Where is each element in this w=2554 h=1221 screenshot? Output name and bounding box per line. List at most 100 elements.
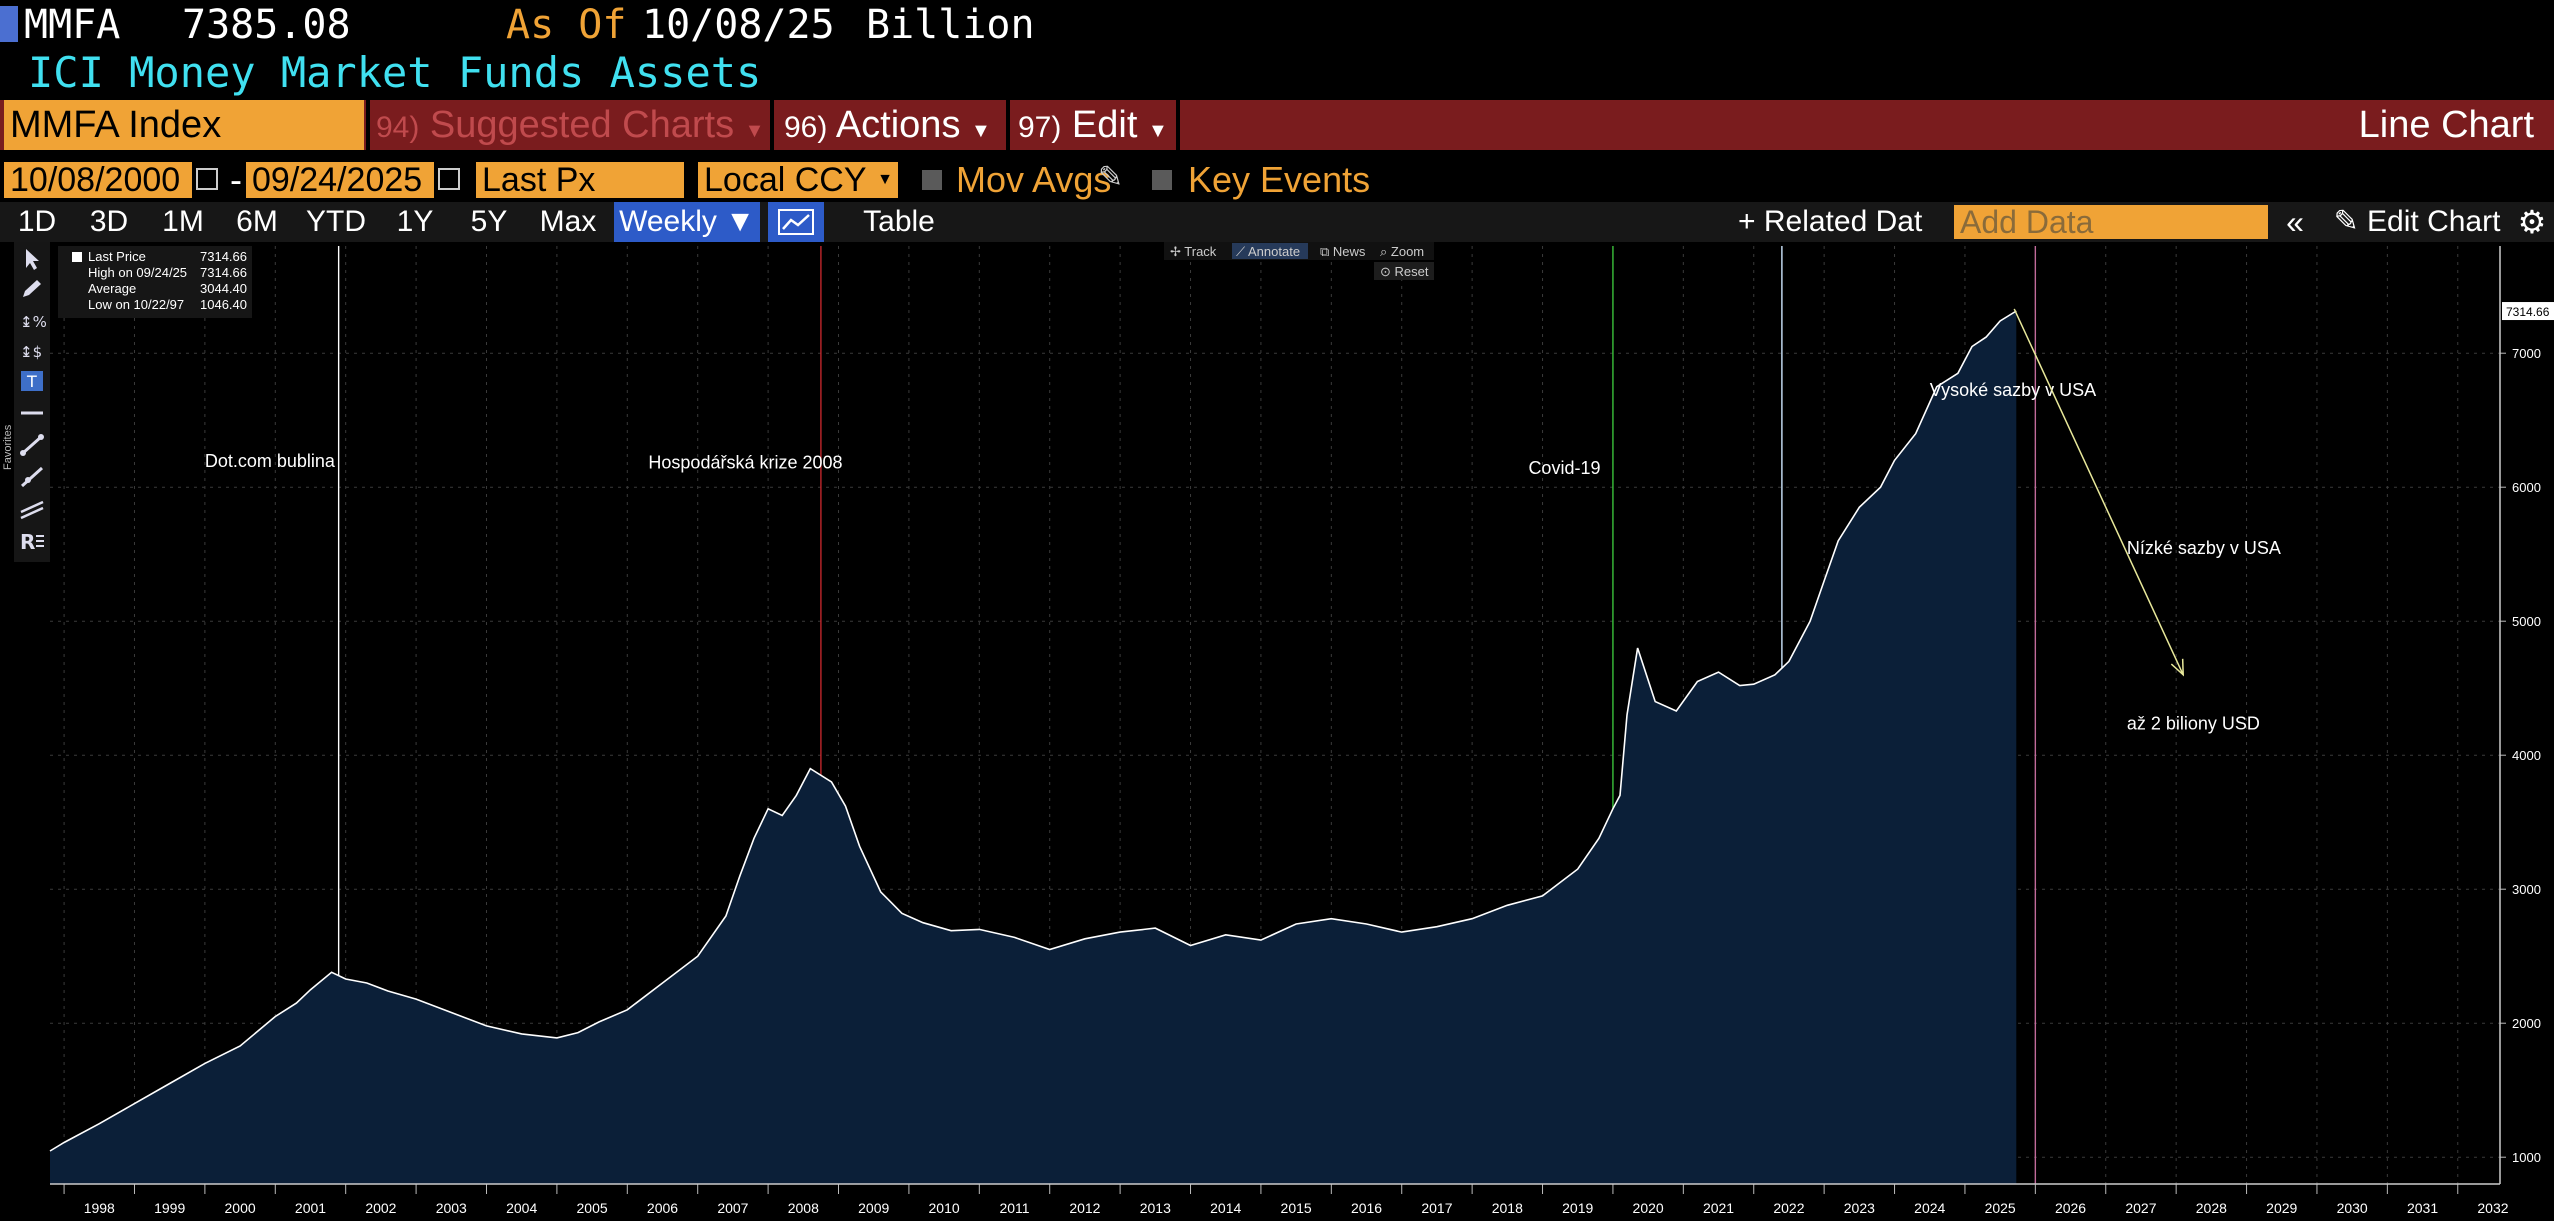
legend-label-last: Last Price bbox=[88, 249, 146, 264]
legend-value-average: 3044.40 bbox=[200, 281, 247, 296]
dollar-measure-icon[interactable]: ↨$ bbox=[18, 338, 46, 364]
period-6m[interactable]: 6M bbox=[236, 205, 278, 238]
y-tick-label: 4000 bbox=[2512, 748, 2541, 763]
period-3d[interactable]: 3D bbox=[89, 205, 129, 238]
x-tick-label: 2016 bbox=[1351, 1200, 1382, 1216]
pencil-icon[interactable] bbox=[18, 276, 46, 302]
security-header: MMFA 7385.08 As Of 10/08/25 Billion bbox=[0, 0, 2554, 50]
legend-label-average: Average bbox=[88, 281, 136, 296]
svg-text:↨%: ↨% bbox=[20, 313, 46, 331]
table-button[interactable]: Table bbox=[863, 205, 935, 238]
unit-label: Billion bbox=[866, 2, 1035, 48]
security-field[interactable]: MMFA Index bbox=[4, 100, 364, 150]
zoom-control[interactable]: ⌕ Zoom bbox=[1380, 244, 1424, 259]
x-tick-label: 2029 bbox=[2266, 1200, 2297, 1216]
ray-icon[interactable] bbox=[18, 464, 46, 490]
mov-avgs-label: Mov Avgs bbox=[956, 159, 1112, 200]
actions-menu[interactable]: 96) Actions ▼ bbox=[784, 104, 991, 146]
x-tick-label: 2008 bbox=[788, 1200, 819, 1216]
mov-avgs-checkbox[interactable] bbox=[922, 170, 942, 190]
x-tick-label: 2019 bbox=[1562, 1200, 1593, 1216]
end-date-field[interactable]: 09/24/2025 bbox=[246, 162, 434, 198]
gear-icon[interactable]: ⚙ bbox=[2517, 204, 2547, 240]
x-tick-label: 2000 bbox=[225, 1200, 256, 1216]
period-1y[interactable]: 1Y bbox=[396, 205, 434, 238]
chart-type-label[interactable]: Line Chart bbox=[2358, 104, 2534, 146]
legend-label-low: Low on 10/22/97 bbox=[88, 297, 184, 312]
svg-text:↨$: ↨$ bbox=[20, 343, 42, 361]
y-tick-label: 5000 bbox=[2512, 614, 2541, 629]
chart-style-button[interactable] bbox=[768, 202, 824, 242]
chevron-down-icon[interactable]: ▼ bbox=[872, 162, 898, 198]
area-fill bbox=[50, 311, 2017, 1184]
y-tick-label: 3000 bbox=[2512, 882, 2541, 897]
suggested-charts-menu[interactable]: 94) Suggested Charts ▼ bbox=[376, 104, 765, 146]
x-tick-label: 2024 bbox=[1914, 1200, 1945, 1216]
security-title: ICI Money Market Funds Assets bbox=[28, 48, 762, 97]
period-1d[interactable]: 1D bbox=[17, 205, 57, 238]
field-select[interactable]: Last Px bbox=[476, 162, 684, 198]
key-events-checkbox[interactable] bbox=[1152, 170, 1172, 190]
x-tick-label: 2020 bbox=[1633, 1200, 1664, 1216]
text-note-icon[interactable]: T bbox=[18, 368, 46, 394]
as-of-label: As Of bbox=[506, 2, 627, 48]
related-data-button[interactable]: + Related Dat bbox=[1738, 205, 1923, 238]
main-toolbar: MMFA Index 94) Suggested Charts ▼ 96) Ac… bbox=[0, 100, 2554, 150]
period-5y[interactable]: 5Y bbox=[470, 205, 508, 238]
favorites-tab[interactable]: Favorites bbox=[0, 360, 14, 480]
edit-menu[interactable]: 97) Edit ▼ bbox=[1018, 104, 1168, 146]
legend-value-high: 7314.66 bbox=[200, 265, 247, 280]
frequency-select[interactable]: Weekly ▼ bbox=[614, 202, 760, 242]
annotation-text: Vysoké sazby v USA bbox=[1930, 380, 2096, 400]
annotation-text: až 2 biliony USD bbox=[2127, 714, 2260, 734]
date-separator: - bbox=[230, 159, 242, 200]
x-tick-label: 2025 bbox=[1985, 1200, 2016, 1216]
chevron-down-icon: ▼ bbox=[971, 120, 991, 142]
line-chart-icon bbox=[778, 209, 814, 235]
x-tick-label: 2001 bbox=[295, 1200, 326, 1216]
svg-text:R: R bbox=[20, 530, 35, 554]
collapse-icon[interactable]: « bbox=[2286, 204, 2304, 240]
svg-text:Favorites: Favorites bbox=[2, 424, 14, 470]
annotation-text: Nízké sazby v USA bbox=[2127, 538, 2281, 558]
cursor-icon[interactable] bbox=[18, 246, 46, 272]
period-ytd[interactable]: YTD bbox=[306, 205, 366, 238]
x-tick-label: 2027 bbox=[2125, 1200, 2156, 1216]
last-value: 7385.08 bbox=[182, 2, 351, 48]
start-date-field[interactable]: 10/08/2000 bbox=[4, 162, 192, 198]
horizontal-line-icon[interactable] bbox=[18, 400, 46, 426]
y-tick-label: 6000 bbox=[2512, 480, 2541, 495]
forecast-arrow bbox=[2013, 308, 2184, 676]
x-tick-label: 2013 bbox=[1140, 1200, 1171, 1216]
percent-measure-icon[interactable]: ↨% bbox=[18, 308, 46, 334]
annotation-text: Dot.com bublina bbox=[205, 451, 336, 471]
calendar-icon[interactable] bbox=[196, 168, 218, 190]
last-value-label: 7314.66 bbox=[2506, 305, 2550, 319]
calendar-icon[interactable] bbox=[438, 168, 460, 190]
add-data-input[interactable]: Add Data bbox=[1954, 205, 2268, 239]
channel-icon[interactable] bbox=[18, 496, 46, 522]
chart-legend: Last Price 7314.66 High on 09/24/25 7314… bbox=[58, 246, 252, 318]
currency-select[interactable]: Local CCY bbox=[698, 162, 878, 198]
price-series bbox=[49, 310, 2017, 1184]
y-tick-label: 1000 bbox=[2512, 1150, 2541, 1165]
x-tick-label: 2018 bbox=[1492, 1200, 1523, 1216]
track-control[interactable]: ✢ Track bbox=[1170, 244, 1217, 259]
x-tick-label: 2002 bbox=[365, 1200, 396, 1216]
annotate-control[interactable]: ⟋ Annotate bbox=[1236, 244, 1300, 259]
period-max[interactable]: Max bbox=[539, 205, 597, 238]
ticker: MMFA bbox=[24, 2, 121, 48]
x-tick-label: 2032 bbox=[2477, 1200, 2508, 1216]
forecast-arrowhead bbox=[2170, 658, 2184, 677]
x-tick-label: 2022 bbox=[1773, 1200, 1804, 1216]
legend-swatch bbox=[72, 252, 82, 262]
edit-chart-button[interactable]: ✎ Edit Chart bbox=[2333, 205, 2501, 238]
news-control[interactable]: ⧉ News bbox=[1320, 244, 1366, 259]
period-1m[interactable]: 1M bbox=[162, 205, 204, 238]
regression-icon[interactable]: R bbox=[18, 528, 46, 554]
pencil-icon[interactable]: ✎ bbox=[1098, 161, 1124, 194]
reset-control[interactable]: ⊙ Reset bbox=[1380, 264, 1429, 279]
trendline-icon[interactable] bbox=[18, 432, 46, 458]
x-tick-label: 2028 bbox=[2196, 1200, 2227, 1216]
line-chart[interactable]: Dot.com bublina Hospodářská krize 2008 Cov… bbox=[0, 242, 2554, 1221]
